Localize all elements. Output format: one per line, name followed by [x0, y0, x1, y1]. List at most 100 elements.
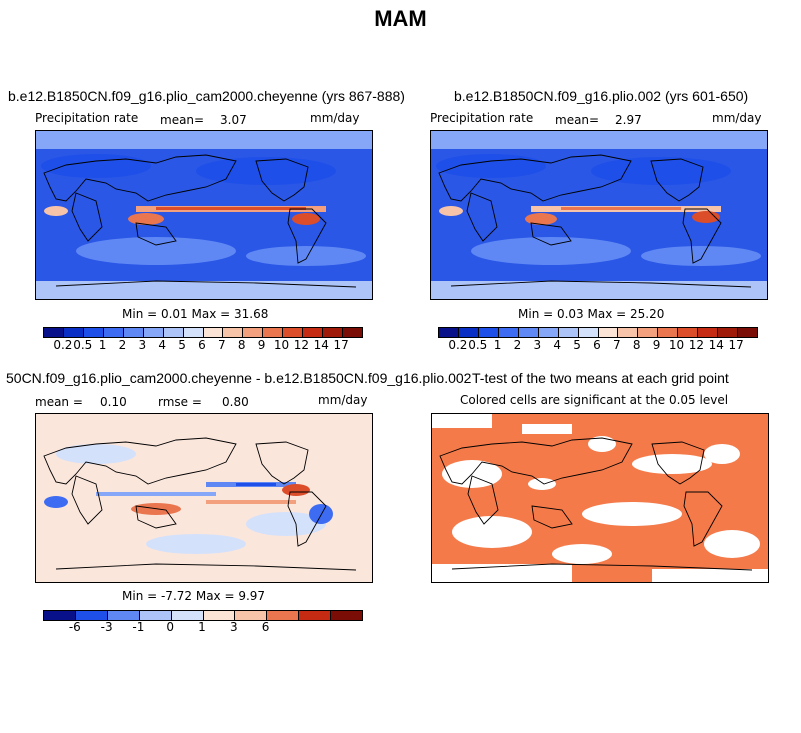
panel3-colorbar-swatch-5 — [203, 611, 236, 620]
panel1-case-title: b.e12.B1850CN.f09_g16.plio_cam2000.cheye… — [8, 88, 405, 104]
panel3-colorbar-swatch-4 — [171, 611, 204, 620]
panel2-colorbar-tick-11: 10 — [668, 338, 685, 352]
panel1-colorbar-swatch-2 — [83, 328, 104, 337]
panel3-map-svg — [36, 414, 372, 582]
panel1-colorbar-tick-4: 3 — [138, 338, 147, 352]
panel1-colorbar-tick-14: 17 — [333, 338, 349, 352]
panel2-units: mm/day — [712, 111, 762, 125]
panel3-colorbar-swatch-0 — [44, 611, 76, 620]
panel4-title: T-test of the two means at each grid poi… — [472, 370, 729, 386]
panel2-colorbar-swatch-2 — [478, 328, 499, 337]
panel1-colorbar-tick-7: 6 — [198, 338, 206, 352]
panel2-colorbar-swatch-10 — [638, 328, 659, 337]
panel2-colorbar-swatch-1 — [458, 328, 479, 337]
panel3-colorbar-swatch-8 — [299, 611, 332, 620]
panel2-colorbar — [438, 327, 758, 338]
panel3-mean-label: mean = — [35, 395, 83, 409]
panel3-colorbar-swatch-6 — [235, 611, 268, 620]
panel1-colorbar-tick-11: 10 — [273, 338, 290, 352]
panel2-colorbar-tick-4: 3 — [533, 338, 542, 352]
panel3-colorbar-swatch-3 — [139, 611, 172, 620]
panel2-colorbar-tick-9: 8 — [632, 338, 641, 352]
panel2-colorbar-swatch-11 — [658, 328, 679, 337]
panel2-colorbar-tick-7: 6 — [593, 338, 601, 352]
panel1-colorbar-tick-3: 2 — [118, 338, 127, 352]
panel2-colorbar-tick-10: 9 — [652, 338, 661, 352]
panel3-rmse-value: 0.80 — [222, 395, 249, 409]
panel3-colorbar-swatch-7 — [267, 611, 300, 620]
panel1-colorbar-tick-1: 0.5 — [73, 338, 93, 352]
panel4-note: Colored cells are significant at the 0.0… — [460, 393, 729, 407]
panel2-colorbar-swatch-7 — [578, 328, 599, 337]
panel2-colorbar-swatch-14 — [718, 328, 739, 337]
panel3-colorbar-ticks: -6 -3 -1 0 1 3 6 — [43, 620, 361, 636]
figure-title: MAM — [374, 6, 427, 31]
panel1-colorbar-tick-8: 7 — [218, 338, 226, 352]
panel1-colorbar-swatch-12 — [283, 328, 304, 337]
panel1-colorbar-tick-9: 8 — [237, 338, 246, 352]
panel3-colorbar-tick-1: -3 — [100, 620, 113, 634]
panel2-colorbar-tick-13: 14 — [708, 338, 724, 352]
panel3-colorbar-tick-6: 6 — [261, 620, 270, 634]
panel2-colorbar-swatch-8 — [598, 328, 619, 337]
panel1-colorbar-swatch-13 — [303, 328, 324, 337]
panel1-colorbar-swatch-14 — [323, 328, 344, 337]
panel2-colorbar-tick-1: 0.5 — [468, 338, 488, 352]
panel1-mean-value: 3.07 — [220, 113, 247, 127]
panel3-colorbar-swatch-1 — [75, 611, 108, 620]
panel1-colorbar-tick-12: 12 — [293, 338, 310, 352]
panel1-colorbar-tick-10: 9 — [257, 338, 266, 352]
panel2-colorbar-tick-2: 1 — [493, 338, 502, 352]
panel3-colorbar-tick-0: -6 — [68, 620, 81, 634]
panel1-colorbar-swatch-1 — [63, 328, 84, 337]
panel1-colorbar-swatch-7 — [183, 328, 204, 337]
panel2-mean-value: 2.97 — [615, 113, 642, 127]
panel2-colorbar-swatch-9 — [618, 328, 639, 337]
panel3-rmse-label: rmse = — [158, 395, 202, 409]
panel1-colorbar-tick-13: 14 — [313, 338, 329, 352]
panel1-colorbar-swatch-4 — [123, 328, 144, 337]
panel3-colorbar — [43, 610, 363, 621]
panel1-colorbar-swatch-8 — [203, 328, 224, 337]
panel3-colorbar-swatch-2 — [107, 611, 140, 620]
panel2-colorbar-tick-5: 4 — [553, 338, 562, 352]
panel1-colorbar-tick-5: 4 — [158, 338, 167, 352]
panel2-colorbar-ticks: 0.2 0.5 1 2 3 4 5 6 7 8 9 10 12 14 17 — [438, 338, 756, 354]
panel2-colorbar-swatch-13 — [698, 328, 719, 337]
panel3-case-title: 50CN.f09_g16.plio_cam2000.cheyenne - b.e… — [6, 370, 472, 386]
panel4-ttest-map — [431, 413, 769, 583]
panel1-colorbar-swatch-3 — [103, 328, 124, 337]
panel2-colorbar-swatch-4 — [518, 328, 539, 337]
panel1-colorbar-swatch-10 — [243, 328, 264, 337]
panel1-colorbar-swatch-5 — [143, 328, 164, 337]
panel2-colorbar-swatch-5 — [538, 328, 559, 337]
panel1-colorbar — [43, 327, 363, 338]
panel2-map-svg — [431, 131, 767, 299]
panel3-colorbar-tick-5: 3 — [229, 620, 238, 634]
panel1-colorbar-swatch-15 — [343, 328, 362, 337]
panel2-colorbar-tick-3: 2 — [513, 338, 522, 352]
panel1-colorbar-swatch-6 — [163, 328, 184, 337]
panel4-map-svg — [432, 414, 768, 582]
panel2-case-title: b.e12.B1850CN.f09_g16.plio.002 (yrs 601-… — [454, 88, 749, 104]
panel1-colorbar-swatch-0 — [44, 328, 64, 337]
panel1-colorbar-tick-2: 1 — [98, 338, 107, 352]
panel2-colorbar-swatch-3 — [498, 328, 519, 337]
panel3-colorbar-tick-3: 0 — [166, 620, 175, 634]
panel1-colorbar-tick-6: 5 — [178, 338, 186, 352]
panel1-colorbar-swatch-9 — [223, 328, 244, 337]
panel3-mean-value: 0.10 — [100, 395, 127, 409]
panel2-precip-map — [430, 130, 768, 300]
panel1-minmax: Min = 0.01 Max = 31.68 — [122, 307, 269, 321]
panel3-colorbar-tick-4: 1 — [198, 620, 206, 634]
panel1-colorbar-ticks: 0.2 0.5 1 2 3 4 5 6 7 8 9 10 12 14 17 — [43, 338, 361, 354]
panel2-mean-label: mean= — [555, 113, 600, 127]
panel2-colorbar-swatch-0 — [439, 328, 459, 337]
panel2-minmax: Min = 0.03 Max = 25.20 — [518, 307, 665, 321]
panel1-colorbar-swatch-11 — [263, 328, 284, 337]
panel1-colorbar-tick-0: 0.2 — [53, 338, 73, 352]
panel3-minmax: Min = -7.72 Max = 9.97 — [122, 589, 266, 603]
panel2-variable: Precipitation rate — [430, 111, 534, 125]
panel2-colorbar-tick-0: 0.2 — [448, 338, 468, 352]
panel1-map-svg — [36, 131, 372, 299]
